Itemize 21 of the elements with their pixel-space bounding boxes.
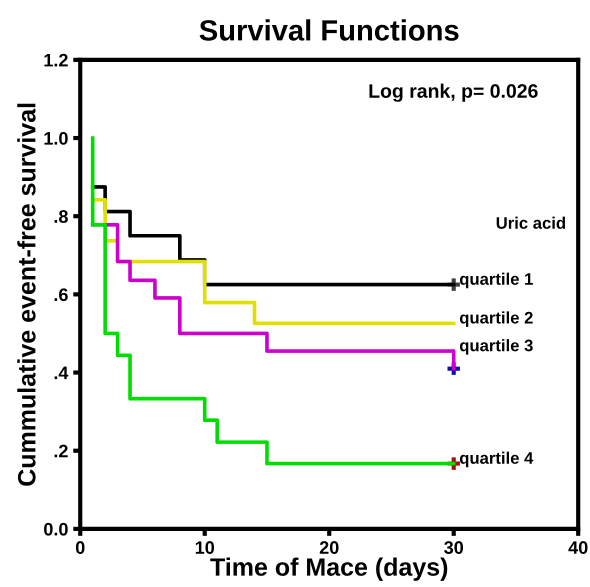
x-axis-title: Time of Mace (days)	[210, 558, 448, 581]
x-tick-label: 30	[444, 541, 464, 554]
series-label: quartile 2	[460, 311, 533, 327]
x-tick-label: 40	[568, 541, 588, 554]
y-tick-label: .2	[54, 444, 68, 458]
x-tick-label: 0	[76, 541, 85, 554]
y-tick-label: 1.0	[44, 132, 68, 145]
legend-title: Uric acid	[496, 216, 565, 229]
series-label: quartile 3	[460, 339, 533, 355]
y-tick-label: .6	[54, 288, 68, 302]
y-tick-label: .8	[54, 210, 68, 223]
x-tick-label: 10	[196, 541, 214, 554]
y-tick-label: 0.0	[44, 522, 68, 536]
annotation: Log rank, p= 0.026	[369, 84, 538, 102]
y-tick-label: 1.2	[44, 54, 68, 66]
x-tick-label: 20	[320, 541, 339, 554]
chart-title: Survival Functions	[200, 19, 458, 41]
y-tick-label: .4	[54, 366, 68, 380]
series-label: quartile 4	[460, 452, 534, 468]
series-label: quartile 1	[460, 272, 533, 288]
y-axis-title: Cummulative event-free survival	[17, 104, 36, 486]
